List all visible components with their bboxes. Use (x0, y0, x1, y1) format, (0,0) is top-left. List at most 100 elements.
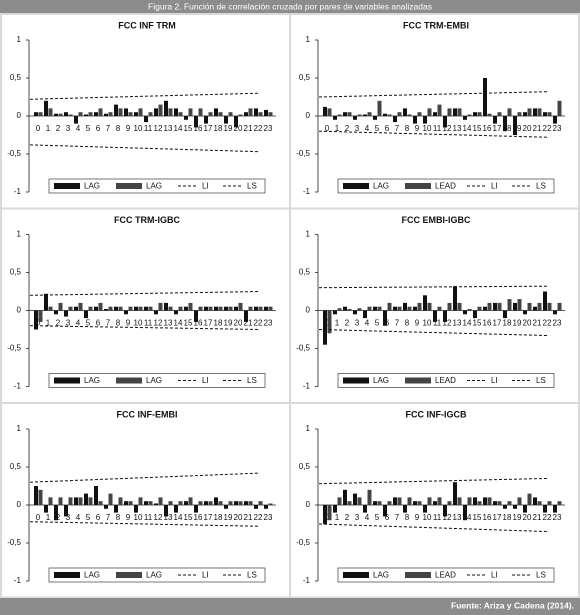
chart-title: FCC INF TRM (118, 20, 176, 30)
bar (353, 493, 357, 505)
bar (533, 108, 537, 116)
bar (214, 306, 218, 311)
bar (387, 501, 392, 505)
x-tick-label: 15 (473, 319, 482, 328)
x-tick-label: 13 (164, 513, 173, 522)
x-tick-label: 22 (543, 124, 552, 133)
bar (138, 108, 143, 116)
bar (268, 503, 273, 505)
bar (134, 505, 138, 513)
y-tick-label: 0 (306, 500, 311, 509)
x-tick-label: 22 (254, 513, 263, 522)
bar (537, 501, 542, 505)
bar (427, 108, 432, 116)
bar (34, 486, 38, 505)
x-tick-label: 18 (503, 124, 512, 133)
bar (557, 302, 562, 311)
bar (224, 505, 228, 509)
y-tick-label: 1 (306, 424, 311, 433)
bar (323, 106, 327, 116)
bar (88, 306, 93, 311)
x-tick-label: 22 (543, 513, 552, 522)
x-tick-label: 17 (204, 319, 213, 328)
bar (238, 114, 243, 116)
bar (507, 299, 512, 311)
bar (144, 306, 148, 311)
bar (353, 310, 357, 315)
bar (547, 302, 552, 311)
x-tick-label: 22 (543, 319, 552, 328)
x-tick-label: 7 (395, 513, 400, 522)
bar (64, 310, 68, 317)
bar (367, 306, 372, 311)
bar (337, 308, 342, 311)
bar (228, 306, 233, 311)
bar (124, 108, 128, 116)
bar (377, 306, 382, 311)
x-tick-label: 17 (204, 124, 213, 133)
bar (493, 116, 497, 124)
x-tick-label: 18 (214, 124, 223, 133)
bar (48, 306, 53, 311)
bar (407, 114, 412, 116)
footer-bar (0, 598, 580, 615)
bar (467, 308, 472, 311)
bar (134, 112, 138, 116)
bar (258, 306, 263, 311)
x-tick-label: 21 (244, 513, 253, 522)
bar (48, 497, 53, 505)
bar (347, 308, 352, 311)
legend-label: LEAD (435, 571, 456, 580)
x-tick-label: 12 (443, 319, 452, 328)
x-tick-label: 3 (355, 513, 360, 522)
bar (68, 306, 73, 311)
x-tick-label: 11 (433, 319, 442, 328)
bar (443, 116, 447, 128)
bar (244, 501, 248, 505)
bar (483, 78, 487, 116)
legend-label: LAG (84, 571, 100, 580)
x-tick-label: 8 (116, 513, 121, 522)
x-tick-label: 7 (106, 319, 111, 328)
bar (543, 505, 547, 513)
bar (128, 306, 133, 311)
x-tick-label: 7 (395, 319, 400, 328)
bar (557, 100, 562, 116)
legend-label: LS (536, 571, 546, 580)
bar (98, 501, 103, 505)
x-tick-label: 3 (355, 124, 360, 133)
bar (264, 306, 268, 311)
bar (507, 108, 512, 116)
reference-line (29, 291, 261, 296)
y-tick-label: 0,5 (299, 268, 311, 277)
bar (108, 306, 113, 311)
legend-box (337, 178, 555, 194)
bar (343, 489, 347, 505)
bar (537, 108, 542, 116)
bar (154, 503, 158, 505)
reference-line (318, 523, 550, 533)
legend-box (337, 567, 555, 583)
x-tick-label: 19 (224, 513, 233, 522)
bar (198, 501, 203, 505)
bar (218, 306, 223, 311)
bar (214, 497, 218, 505)
y-tick-label: -1 (14, 187, 22, 196)
x-tick-label: 0 (325, 319, 330, 328)
bar (487, 113, 492, 116)
bar (403, 505, 407, 513)
x-tick-label: 18 (214, 513, 223, 522)
bar (523, 505, 527, 513)
y-tick-label: 0,5 (10, 462, 22, 471)
x-tick-label: 19 (224, 124, 233, 133)
x-tick-label: 4 (76, 513, 81, 522)
bar (413, 306, 417, 311)
legend-label: LI (491, 376, 498, 385)
bar (393, 497, 397, 505)
bar (238, 302, 243, 311)
bar (443, 505, 447, 517)
x-tick-label: 10 (423, 319, 432, 328)
bar (503, 116, 507, 132)
bar (68, 114, 73, 116)
bar (323, 505, 327, 524)
